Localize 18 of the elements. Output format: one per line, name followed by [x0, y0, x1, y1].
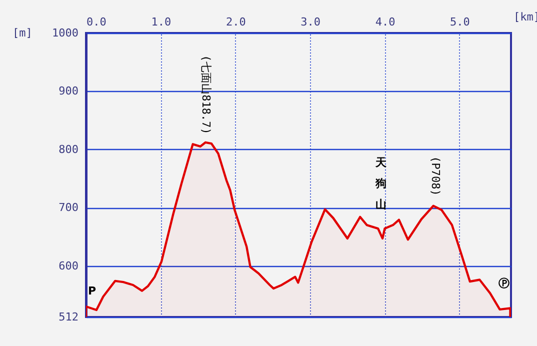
x-tick-label: 1.0 [151, 16, 172, 28]
annotation: Ⓟ [498, 277, 510, 290]
annotation: (七面山818.7) [200, 55, 213, 134]
y-tick-label: 600 [58, 259, 78, 272]
y-tick-label: 1000 [52, 26, 78, 40]
y-tick-label: 700 [58, 201, 78, 214]
y-axis-title: [m] [12, 26, 32, 40]
x-tick-label: 0.0 [86, 16, 106, 28]
x-tick-label: 4.0 [375, 16, 396, 28]
y-tick-label: 900 [58, 84, 78, 98]
y-tick-label: 512 [58, 310, 78, 324]
x-tick-label: 2.0 [226, 16, 246, 28]
x-tick-label: 5.0 [450, 16, 470, 28]
annotation: 天狗山 [374, 156, 388, 211]
x-tick-label: 3.0 [300, 16, 321, 28]
annotation: (P708) [428, 156, 442, 196]
y-tick-label: 800 [58, 142, 78, 156]
annotation: P [88, 284, 96, 298]
